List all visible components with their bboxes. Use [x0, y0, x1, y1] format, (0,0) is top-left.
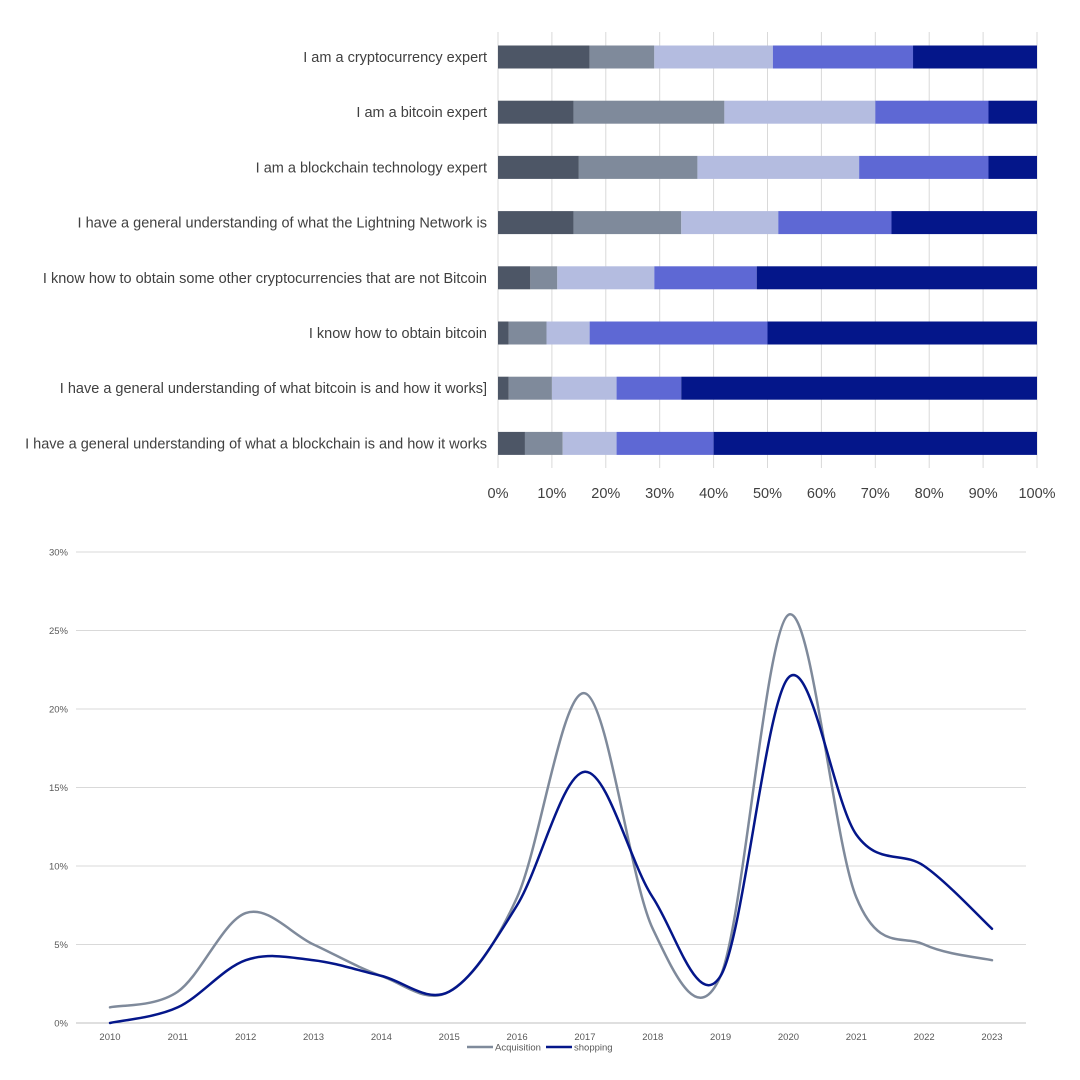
x-tick-label: 2018 — [642, 1032, 663, 1043]
bar-segment — [508, 376, 552, 400]
bar-segment — [546, 321, 590, 345]
bar-segment — [557, 266, 655, 290]
legend-label: Acquisition — [495, 1043, 541, 1054]
x-tick-label: 2016 — [507, 1032, 528, 1043]
bar-segment — [530, 266, 558, 290]
legend: Acquisition shopping — [467, 1043, 613, 1054]
bar-segment — [697, 155, 860, 179]
y-tick-label: 25% — [49, 626, 69, 637]
category-label: I am a cryptocurrency expert — [303, 50, 487, 66]
bar-segment — [524, 431, 563, 455]
bar-segment — [913, 45, 1037, 69]
y-tick-label: 15% — [49, 783, 69, 794]
x-tick-label: 2020 — [778, 1032, 799, 1043]
x-tick-label: 2012 — [235, 1032, 256, 1043]
bar-segment — [498, 155, 579, 179]
category-label: I am a bitcoin expert — [356, 105, 487, 121]
y-axis-ticks: 0% 5% 10% 15% 20% 25% 30% — [49, 548, 69, 1030]
bar-segment — [573, 100, 725, 124]
bar-segment — [859, 155, 989, 179]
x-tick-label: 2013 — [303, 1032, 324, 1043]
series-lines — [108, 613, 994, 1025]
bar-segment — [498, 376, 509, 400]
category-label: I know how to obtain some other cryptocu… — [43, 271, 487, 287]
x-tick-label: 70% — [861, 486, 890, 502]
x-tick-label: 2011 — [168, 1032, 188, 1043]
x-tick-label: 2014 — [371, 1032, 392, 1043]
bar-segment — [551, 376, 617, 400]
bar-segment — [988, 155, 1037, 179]
x-tick-label: 2021 — [846, 1032, 867, 1043]
x-tick-label: 2019 — [710, 1032, 731, 1043]
bar-segment — [498, 431, 525, 455]
bar-segment — [562, 431, 617, 455]
y-tick-label: 20% — [49, 705, 69, 716]
y-tick-label: 5% — [54, 940, 68, 951]
category-label: I have a general understanding of what t… — [78, 216, 487, 232]
x-tick-label: 2017 — [574, 1032, 595, 1043]
bar-segment — [891, 211, 1037, 235]
category-label: I am a blockchain technology expert — [256, 160, 487, 176]
series-line — [108, 673, 994, 1025]
bar-segment — [654, 45, 773, 69]
bar-segment — [616, 376, 682, 400]
bar-segment — [767, 321, 1037, 345]
x-tick-label: 60% — [807, 486, 836, 502]
bar-segment — [772, 45, 914, 69]
bar-segment — [875, 100, 989, 124]
bar-segment — [498, 211, 574, 235]
bar-segment — [498, 266, 531, 290]
x-tick-label: 2023 — [981, 1032, 1002, 1043]
bar-segment — [681, 211, 779, 235]
bar-segment — [713, 431, 1037, 455]
gridlines — [497, 32, 1038, 468]
bar-segment — [508, 321, 547, 345]
bar-segment — [578, 155, 698, 179]
bar-segment — [498, 321, 509, 345]
x-tick-label: 100% — [1018, 486, 1055, 502]
line-chart: 0% 5% 10% 15% 20% 25% 30% 2010 2011 2012 2013 2014… — [49, 548, 1026, 1054]
y-tick-label: 0% — [54, 1019, 68, 1030]
bar-segment — [654, 266, 757, 290]
bar-segment — [724, 100, 876, 124]
bar-segment — [498, 45, 590, 69]
legend-label: shopping — [574, 1043, 613, 1054]
x-tick-label: 2015 — [439, 1032, 460, 1043]
bar-segment — [756, 266, 1037, 290]
bar-segment — [589, 45, 655, 69]
x-axis-ticks: 2010 2011 2012 2013 2014 2015 2016 2017 2018 2019… — [99, 1032, 1002, 1043]
category-label: I have a general understanding of what b… — [60, 381, 487, 397]
gridlines — [76, 551, 1026, 1024]
x-tick-label: 30% — [645, 486, 674, 502]
x-axis-ticks: 0% 10% 20% 30% 40% 50% 60% 70% 80% 90% 100% — [488, 486, 1056, 502]
x-tick-label: 2022 — [914, 1032, 935, 1043]
bar-segment — [681, 376, 1037, 400]
category-label: I have a general understanding of what a… — [25, 436, 487, 452]
x-tick-label: 0% — [488, 486, 509, 502]
x-tick-label: 90% — [969, 486, 998, 502]
x-tick-label: 20% — [591, 486, 620, 502]
x-tick-label: 40% — [699, 486, 728, 502]
bar-segment — [589, 321, 768, 345]
category-labels: I am a cryptocurrency expert I am a bitco… — [25, 50, 487, 452]
stacked-bar-chart: I am a cryptocurrency expert I am a bitco… — [25, 32, 1056, 502]
bar-segment — [498, 100, 574, 124]
bar-segment — [573, 211, 682, 235]
x-tick-label: 50% — [753, 486, 782, 502]
bar-segment — [988, 100, 1037, 124]
bar-segments — [498, 45, 1037, 455]
bar-segment — [778, 211, 892, 235]
y-tick-label: 30% — [49, 548, 69, 559]
bar-segment — [616, 431, 714, 455]
category-label: I know how to obtain bitcoin — [309, 326, 487, 342]
y-tick-label: 10% — [49, 862, 69, 873]
x-tick-label: 2010 — [99, 1032, 120, 1043]
series-line — [108, 613, 994, 1009]
x-tick-label: 10% — [537, 486, 566, 502]
x-tick-label: 80% — [915, 486, 944, 502]
